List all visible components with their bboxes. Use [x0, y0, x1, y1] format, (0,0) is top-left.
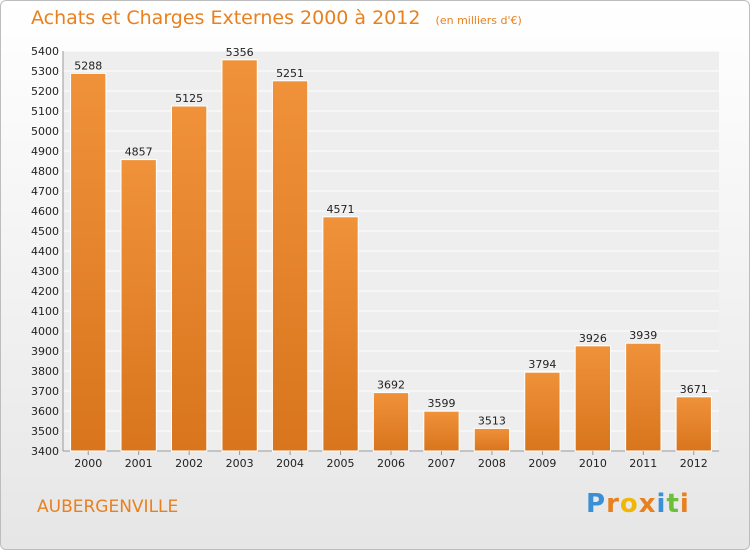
y-tick-label: 4200: [31, 285, 59, 298]
bar: [473, 427, 511, 452]
y-tick-label: 3600: [31, 405, 59, 418]
bar-value-label: 3939: [629, 329, 657, 342]
logo-letter: i: [679, 489, 690, 519]
logo-letter: r: [606, 489, 620, 519]
bar: [625, 342, 662, 452]
y-tick-label: 4100: [31, 305, 59, 318]
x-tick-label: 2011: [629, 457, 657, 470]
x-tick-label: 2008: [478, 457, 506, 470]
y-tick-label: 5400: [31, 45, 59, 58]
city-name: AUBERGENVILLE: [37, 497, 179, 517]
y-tick-label: 5200: [31, 85, 59, 98]
bar: [170, 105, 208, 452]
y-tick-label: 4000: [31, 325, 59, 338]
bar-value-label: 5251: [276, 67, 304, 80]
y-tick-label: 4400: [31, 245, 59, 258]
bar: [120, 159, 157, 452]
logo-letter: P: [586, 489, 607, 519]
bar: [271, 80, 309, 452]
bar: [675, 396, 712, 452]
bar-value-label: 4571: [327, 203, 355, 216]
logo-letter: x: [638, 489, 657, 519]
y-tick-label: 4800: [31, 165, 59, 178]
y-tick-label: 4300: [31, 265, 59, 278]
logo-letter: i: [656, 489, 667, 519]
x-tick-label: 2001: [125, 457, 153, 470]
proxiti-logo: Proxiti: [586, 489, 690, 519]
bar: [372, 392, 410, 452]
y-tick-label: 4700: [31, 185, 59, 198]
x-tick-label: 2006: [377, 457, 405, 470]
bar: [221, 59, 258, 452]
bar-value-label: 3599: [427, 397, 455, 410]
logo-letter: t: [666, 489, 680, 519]
y-tick-label: 4900: [31, 145, 59, 158]
y-tick-label: 3800: [31, 365, 59, 378]
logo-letter: o: [619, 489, 639, 519]
x-tick-label: 2002: [175, 457, 203, 470]
bar-value-label: 3794: [528, 358, 556, 371]
x-tick-label: 2000: [74, 457, 102, 470]
x-tick-label: 2010: [579, 457, 607, 470]
x-tick-label: 2012: [680, 457, 708, 470]
x-tick-label: 2007: [427, 457, 455, 470]
bar-value-label: 3692: [377, 379, 405, 392]
y-tick-label: 4600: [31, 205, 59, 218]
y-tick-label: 3400: [31, 445, 59, 458]
bar: [70, 72, 107, 452]
bar-value-label: 5125: [175, 92, 203, 105]
y-tick-label: 3900: [31, 345, 59, 358]
x-tick-label: 2004: [276, 457, 304, 470]
y-tick-label: 3500: [31, 425, 59, 438]
x-tick-label: 2009: [528, 457, 556, 470]
y-tick-label: 5000: [31, 125, 59, 138]
y-tick-label: 5100: [31, 105, 59, 118]
bar: [322, 216, 359, 452]
bar-value-label: 3926: [579, 332, 607, 345]
y-tick-label: 4500: [31, 225, 59, 238]
chart-title-block: Achats et Charges Externes 2000 à 2012 (…: [31, 7, 522, 29]
x-tick-label: 2005: [327, 457, 355, 470]
bar-value-label: 5356: [226, 46, 254, 59]
x-tick-label: 2003: [226, 457, 254, 470]
bar: [524, 371, 561, 452]
bar: [574, 345, 612, 452]
y-tick-label: 3700: [31, 385, 59, 398]
chart-title: Achats et Charges Externes 2000 à 2012: [31, 7, 421, 29]
y-tick-label: 5300: [31, 65, 59, 78]
chart-unit: (en milliers d'€): [435, 14, 522, 27]
bar-value-label: 3671: [680, 383, 708, 396]
bar-value-label: 5288: [74, 59, 102, 72]
bar-value-label: 3513: [478, 414, 506, 427]
bar: [423, 410, 460, 452]
bar-value-label: 4857: [125, 146, 153, 159]
